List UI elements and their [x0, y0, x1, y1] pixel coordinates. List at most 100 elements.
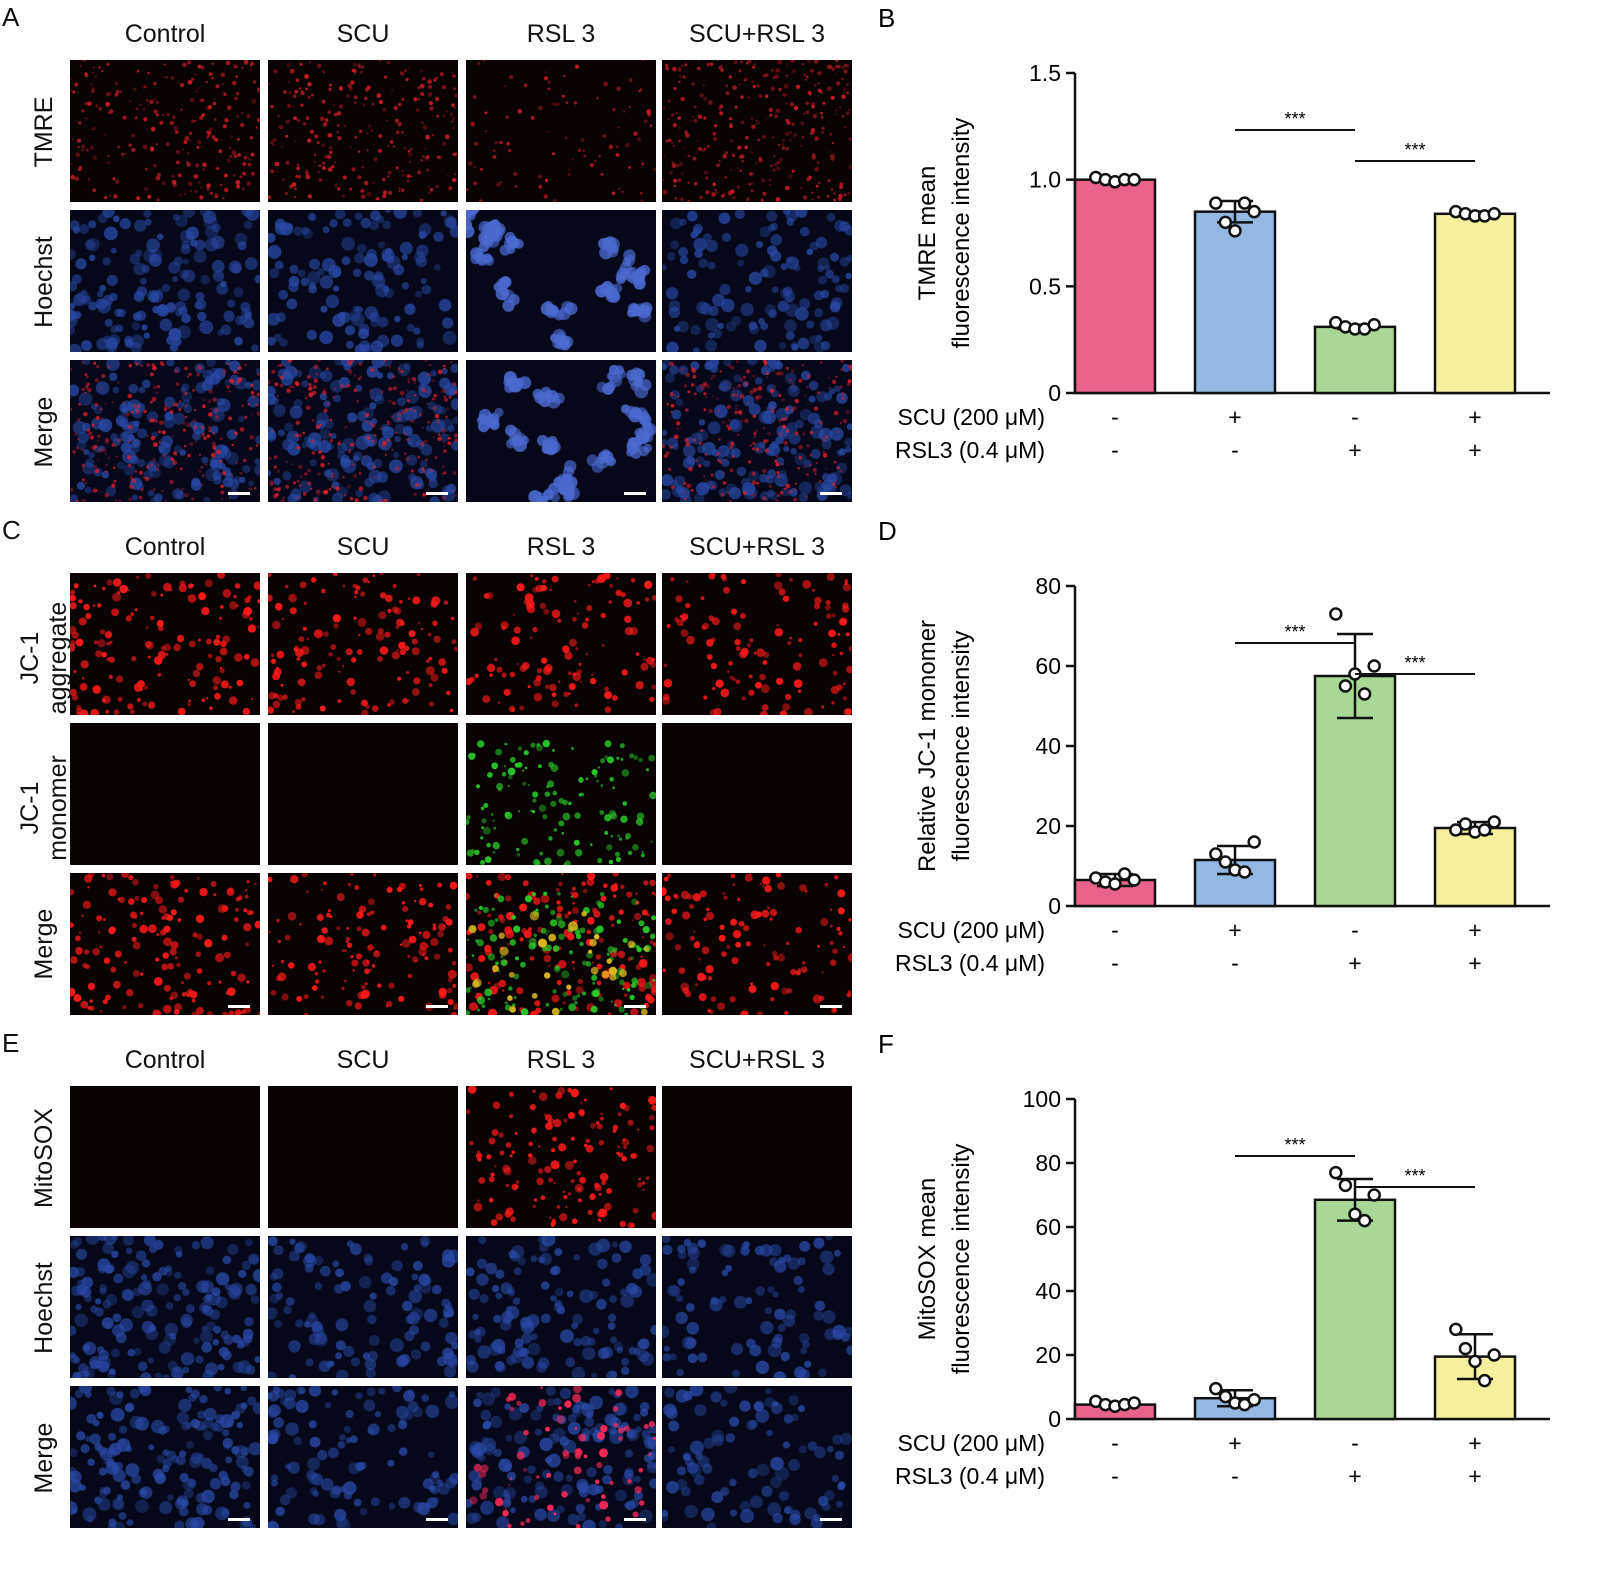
micrograph-image [466, 210, 658, 352]
row-label-line: aggregate [44, 601, 72, 715]
data-point [1209, 847, 1223, 861]
significance-label: *** [1284, 1135, 1305, 1155]
y-tick-label: 20 [1035, 1342, 1061, 1368]
data-point [1477, 1373, 1492, 1388]
significance-label: *** [1404, 140, 1425, 160]
data-point [1127, 172, 1141, 187]
bar [1433, 212, 1517, 395]
condition-sign: + [1468, 1430, 1481, 1456]
significance-label: *** [1284, 109, 1305, 129]
col-label-scu: SCU [336, 533, 390, 561]
micrograph-image [268, 360, 460, 502]
data-point [1487, 1348, 1501, 1362]
condition-sign: + [1348, 950, 1361, 976]
condition-label: RSL3 (0.4 μM) [895, 950, 1045, 976]
col-label-rsl3: RSL 3 [526, 533, 596, 561]
condition-label: RSL3 (0.4 μM) [895, 1463, 1045, 1489]
scale-bar [820, 1005, 842, 1008]
condition-sign: - [1111, 950, 1119, 976]
micrograph-image [466, 1236, 658, 1378]
data-point [1487, 207, 1501, 221]
significance-label: *** [1404, 653, 1425, 673]
data-point [1247, 835, 1261, 849]
col-label-rsl3: RSL 3 [526, 20, 596, 48]
scale-bar [426, 1005, 448, 1008]
micrograph-image [70, 1386, 262, 1528]
micrograph-image [268, 60, 460, 202]
micrograph-image [70, 60, 262, 202]
condition-sign: - [1111, 404, 1119, 430]
condition-sign: + [1468, 917, 1481, 943]
scale-bar [624, 1005, 646, 1008]
scale-bar [228, 1518, 250, 1521]
condition-sign: - [1351, 1430, 1359, 1456]
condition-label: RSL3 (0.4 μM) [895, 437, 1045, 463]
data-point [1228, 224, 1242, 238]
condition-sign: + [1228, 404, 1241, 430]
y-tick-label: 1.5 [1029, 60, 1061, 86]
micrograph-image [70, 573, 262, 715]
condition-sign: + [1468, 404, 1481, 430]
condition-sign: - [1111, 1430, 1119, 1456]
micrograph-image [268, 873, 460, 1015]
panel-letter-a: A [2, 2, 20, 32]
data-point [1348, 1207, 1362, 1221]
micrograph-image [268, 1086, 460, 1228]
micrograph-image [70, 210, 262, 352]
y-tick-label: 40 [1035, 1278, 1061, 1304]
micrograph-image [268, 1386, 460, 1528]
micrograph-image [662, 360, 854, 502]
scale-bar [820, 1518, 842, 1521]
data-point [1127, 873, 1141, 887]
data-point [1237, 196, 1252, 210]
data-point [1218, 1389, 1233, 1404]
data-point [1237, 865, 1252, 879]
row-label-line: monomer [44, 755, 72, 861]
micrograph-image [268, 723, 460, 865]
row-label-tmre: TMRE [30, 96, 58, 168]
data-point [1449, 1322, 1463, 1337]
data-point [1458, 817, 1473, 831]
y-tick-label: 100 [1023, 1086, 1061, 1112]
y-tick-label: 0 [1048, 1406, 1061, 1432]
y-axis-label: fluorescence intensity [948, 631, 975, 862]
micrograph-image [466, 723, 658, 865]
micrograph-image [70, 1236, 262, 1378]
data-point [1338, 679, 1353, 693]
col-label-scu-rsl3: SCU+RSL 3 [689, 533, 825, 561]
y-axis-label: fluorescence intensity [948, 118, 975, 349]
condition-label: SCU (200 μM) [898, 1430, 1045, 1456]
micrograph-image [662, 1386, 854, 1528]
micrograph-image [466, 60, 658, 202]
micrograph-image [268, 573, 460, 715]
micrograph-image [70, 1086, 262, 1228]
micrograph-image [466, 873, 658, 1015]
bar [1313, 325, 1397, 395]
row-label-merge: Merge [30, 908, 58, 980]
y-tick-label: 80 [1035, 1150, 1061, 1176]
scale-bar [820, 492, 842, 495]
micrograph-image [70, 723, 262, 865]
row-label-hoechst: Hoechst [30, 1262, 58, 1354]
bar [1073, 178, 1157, 395]
row-label-mitosox: MitoSOX [30, 1107, 58, 1209]
condition-sign: + [1468, 1463, 1481, 1489]
micrograph-image [466, 360, 658, 502]
col-label-scu: SCU [336, 20, 390, 48]
col-label-scu: SCU [336, 1046, 390, 1074]
data-point [1449, 823, 1463, 837]
y-tick-label: 1.0 [1029, 167, 1061, 193]
micrograph-image [662, 210, 854, 352]
scale-bar [426, 492, 448, 495]
y-axis-label: fluorescence intensity [948, 1144, 975, 1375]
data-point [1117, 867, 1132, 881]
data-point [1477, 823, 1492, 837]
data-point [1338, 1178, 1353, 1193]
data-point [1367, 659, 1381, 673]
micrograph-image [466, 1086, 658, 1228]
col-label-scu-rsl3: SCU+RSL 3 [689, 20, 825, 48]
y-tick-label: 0.5 [1029, 273, 1061, 299]
condition-sign: + [1348, 437, 1361, 463]
bar [1313, 1198, 1397, 1421]
micrograph-image [662, 723, 854, 865]
